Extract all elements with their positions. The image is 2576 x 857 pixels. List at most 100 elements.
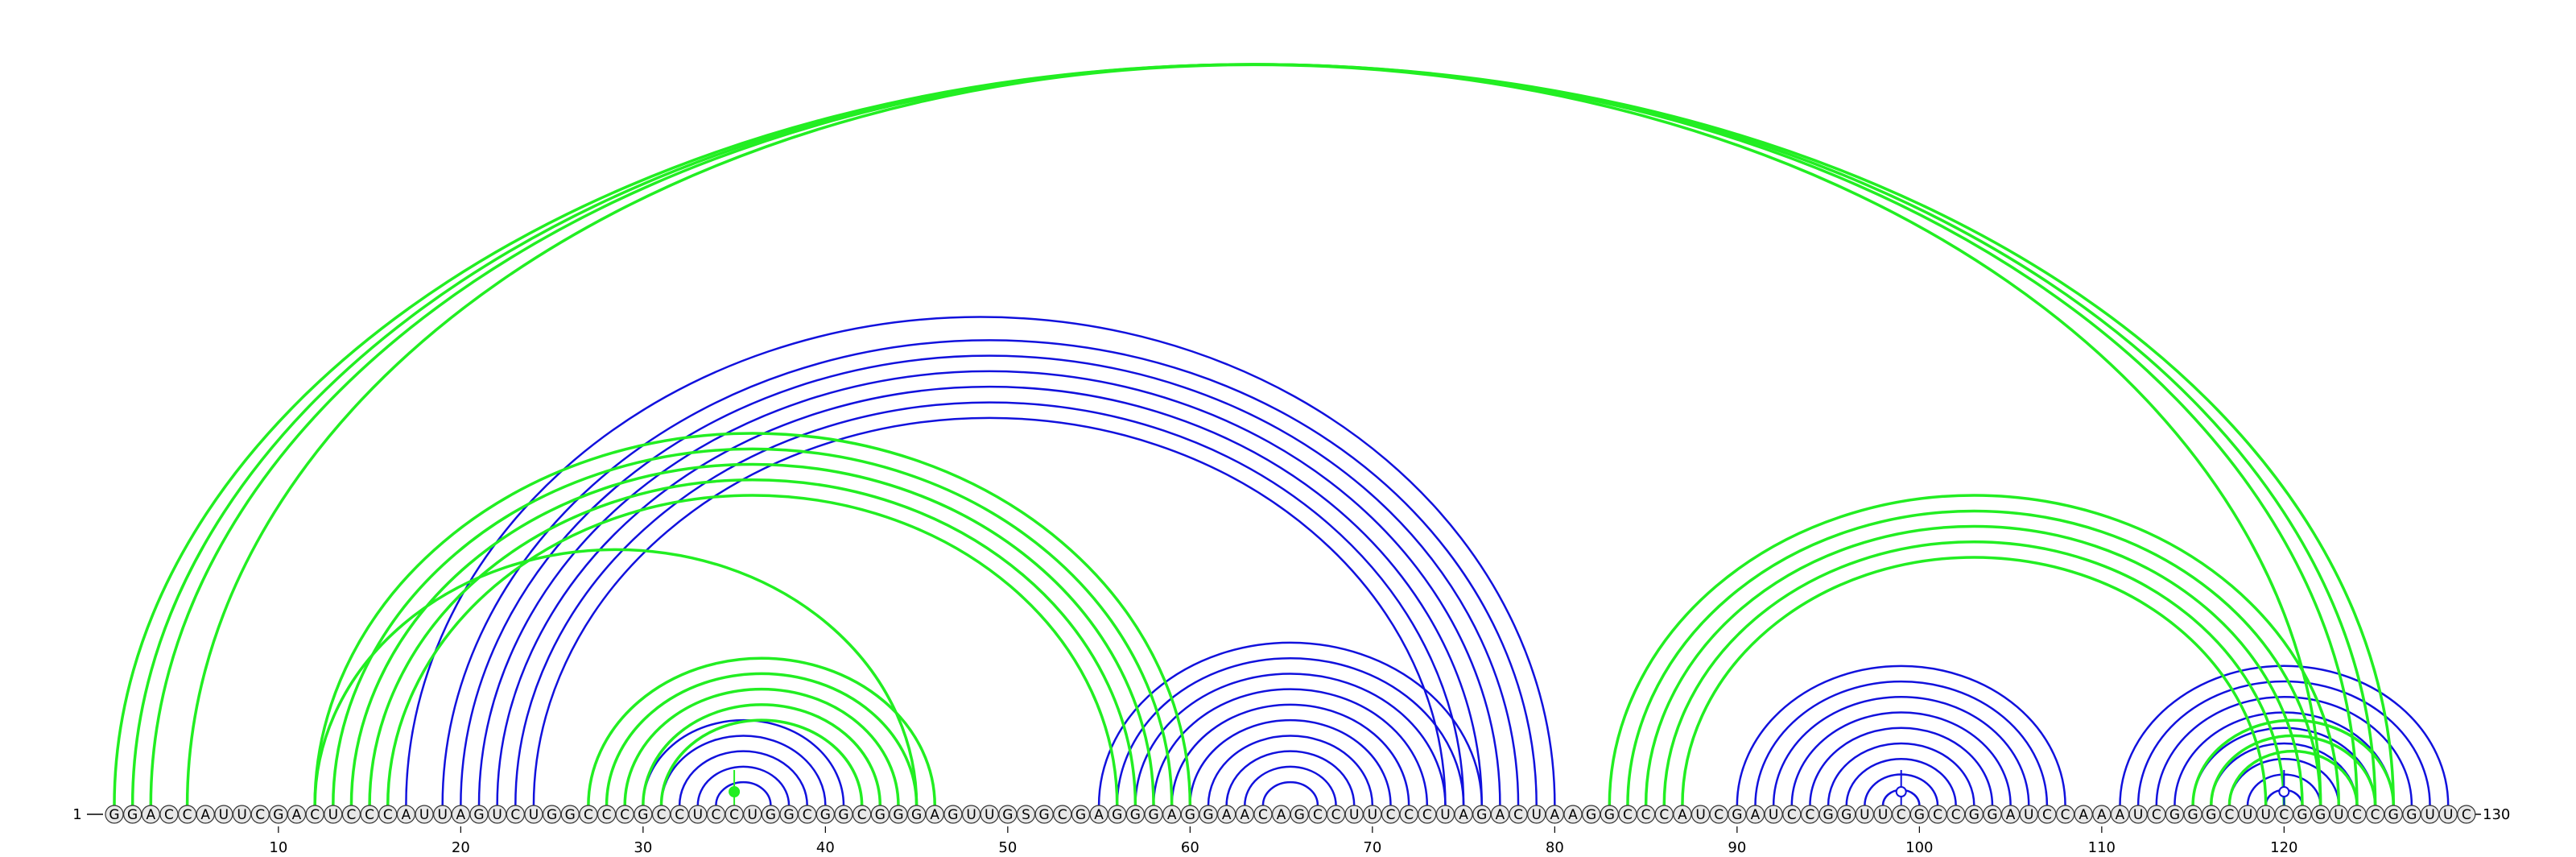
nucleotide: C [1783, 805, 1801, 823]
nucleotide-letter: U [2260, 807, 2270, 823]
nucleotide: G [1071, 805, 1089, 823]
nucleotide: C [1254, 805, 1272, 823]
nucleotide: U [1692, 805, 1710, 823]
nucleotide-letter: A [200, 807, 210, 823]
nucleotide-letter: A [1550, 807, 1560, 823]
nucleotide-letter: U [2425, 807, 2434, 823]
nucleotide-letter: U [1769, 807, 1778, 823]
nucleotide: U [434, 805, 452, 823]
nucleotide: C [598, 805, 616, 823]
blue-base-pair-arc-19-79 [443, 340, 1537, 805]
blue-base-pair-arc-64-67 [1263, 782, 1318, 805]
nucleotide: C [616, 805, 634, 823]
nucleotide: U [233, 805, 251, 823]
nucleotide-letter: A [1167, 807, 1177, 823]
nucleotide: A [2074, 805, 2092, 823]
nucleotide-letter: C [1951, 807, 1961, 823]
nucleotide-letter: G [1914, 807, 1925, 823]
nucleotide-letter: G [1294, 807, 1305, 823]
nucleotide: C [671, 805, 688, 823]
nucleotide-letter: C [2371, 807, 2380, 823]
nucleotides: GGACCAUUCGACUCCCAUUAGUCUGGCCCGCCUCCUGGCG… [105, 805, 2475, 823]
nucleotide-letter: C [2352, 807, 2362, 823]
nucleotide-letter: G [1476, 807, 1487, 823]
nucleotide-letter: C [620, 807, 630, 823]
nucleotide: G [561, 805, 579, 823]
tick-label-90: 90 [1728, 839, 1746, 856]
nucleotide: G [634, 805, 652, 823]
nucleotide-letter: C [1331, 807, 1341, 823]
nucleotide: G [1199, 805, 1217, 823]
nucleotide-letter: G [1203, 807, 1213, 823]
nucleotide: U [2129, 805, 2147, 823]
tick-label-100: 100 [1905, 839, 1933, 856]
nucleotide-letter: U [219, 807, 229, 823]
sequence-end-label: 130 [2483, 806, 2510, 823]
nucleotide: A [1546, 805, 1563, 823]
nucleotide-letter: G [2297, 807, 2307, 823]
nucleotide: U [744, 805, 762, 823]
blue-base-pair-arc-23-75 [515, 403, 1463, 805]
nucleotide: U [1364, 805, 1381, 823]
nucleotide-letter: G [1732, 807, 1742, 823]
nucleotide-letter: U [2024, 807, 2033, 823]
nucleotide: G [1984, 805, 2001, 823]
nucleotide-letter: C [729, 807, 739, 823]
nucleotide-letter: G [1185, 807, 1195, 823]
nucleotide: U [963, 805, 980, 823]
nucleotide: A [1273, 805, 1290, 823]
nucleotide: U [1436, 805, 1454, 823]
nucleotide: G [1473, 805, 1491, 823]
nucleotide: C [2057, 805, 2074, 823]
nucleotide-letter: U [985, 807, 994, 823]
tick-label-20: 20 [452, 839, 470, 856]
sequence-start-label: 1 [72, 806, 81, 823]
nucleotide-letter: G [1604, 807, 1615, 823]
nucleotide-letter: G [2206, 807, 2216, 823]
nucleotide-letter: A [1277, 807, 1286, 823]
nucleotide: G [1126, 805, 1144, 823]
nucleotide: G [944, 805, 962, 823]
nucleotide-letter: G [2406, 807, 2417, 823]
nucleotide-letter: G [1969, 807, 1979, 823]
nucleotide: U [980, 805, 998, 823]
marker-dot-99 [1897, 787, 1906, 797]
nucleotide: G [2312, 805, 2330, 823]
nucleotide-letter: G [2169, 807, 2180, 823]
nucleotide: A [397, 805, 415, 823]
blue-base-pair-arc-17-80 [406, 317, 1554, 805]
nucleotide: A [1747, 805, 1765, 823]
nucleotide-letter: G [1148, 807, 1158, 823]
nucleotide-letter: U [1860, 807, 1869, 823]
nucleotide: C [1418, 805, 1436, 823]
nucleotide-letter: U [1368, 807, 1377, 823]
nucleotide-letter: U [1531, 807, 1541, 823]
nucleotide: C [2220, 805, 2238, 823]
nucleotide: U [215, 805, 233, 823]
nucleotide-letter: G [547, 807, 557, 823]
nucleotide: C [2148, 805, 2165, 823]
nucleotide: C [1710, 805, 1728, 823]
nucleotide-letter: G [1987, 807, 1997, 823]
nucleotide: G [1290, 805, 1308, 823]
nucleotide-letter: C [1386, 807, 1396, 823]
nucleotide-letter: G [875, 807, 886, 823]
nucleotide: U [1528, 805, 1546, 823]
nucleotide-letter: A [146, 807, 155, 823]
nucleotide-letter: A [1568, 807, 1578, 823]
nucleotide: A [1236, 805, 1253, 823]
nucleotide-letter: G [2315, 807, 2326, 823]
nucleotide: C [653, 805, 671, 823]
nucleotide: U [1765, 805, 1782, 823]
tick-label-30: 30 [634, 839, 652, 856]
nucleotide: U [2421, 805, 2439, 823]
nucleotide-letter: U [1878, 807, 1888, 823]
nucleotide: C [1382, 805, 1400, 823]
nucleotide-letter: C [712, 807, 721, 823]
nucleotide-letter: A [1751, 807, 1761, 823]
nucleotide: A [452, 805, 469, 823]
nucleotide: G [2384, 805, 2402, 823]
nucleotide-letter: U [492, 807, 502, 823]
nucleotide-letter: G [820, 807, 831, 823]
nucleotide: C [342, 805, 360, 823]
